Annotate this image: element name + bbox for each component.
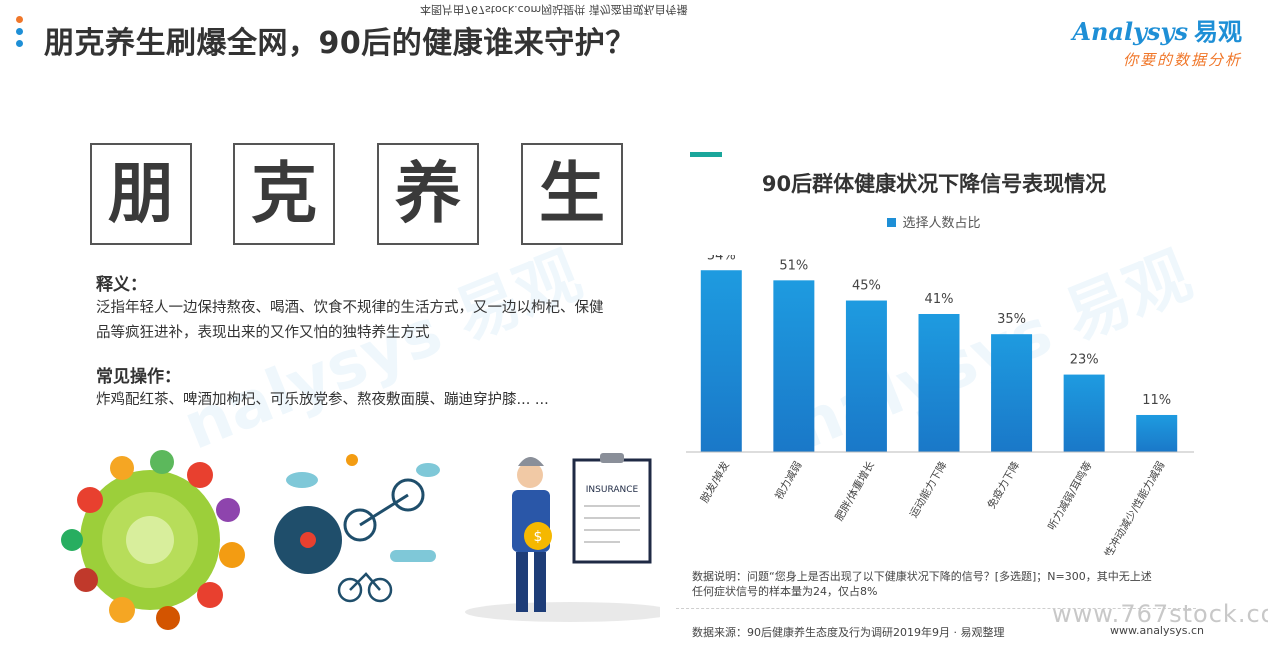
char-box: 朋: [90, 143, 192, 245]
sports-scene-icon: [274, 454, 440, 603]
chart-legend: 选择人数占比: [670, 212, 1198, 231]
chart-bar: [1063, 374, 1105, 452]
definition-text: 泛指年轻人一边保持熬夜、喝酒、饮食不规律的生活方式，又一边以枸杞、保健品等疯狂进…: [96, 300, 604, 341]
data-source: 数据来源：90后健康养生态度及行为调研2019年9月 · 易观整理: [692, 626, 1005, 639]
chart-bar: [845, 300, 887, 452]
char-box: 克: [233, 143, 335, 245]
x-tick-label: 听力减弱/耳鸣等: [1045, 459, 1095, 533]
bar-chart: 54% 脱发/掉发 51% 视力减弱 45% 肥胖/体重增长 41% 运动能力下降 35% 免疫力…: [686, 255, 1194, 555]
x-tick-label: 性冲动减少/性能力减弱: [1102, 459, 1168, 555]
chart-bar: [991, 334, 1033, 452]
x-tick-label: 免疫力下降: [985, 459, 1023, 511]
site-url: www.analysys.cn: [1110, 624, 1204, 637]
definition-title: 释义：: [96, 275, 147, 295]
data-label: 23%: [1070, 353, 1099, 368]
data-label: 41%: [925, 292, 954, 307]
brand-name-cn: 易观: [1194, 18, 1242, 46]
insurance-label: INSURANCE: [586, 485, 639, 495]
x-tick-label: 运动能力下降: [907, 459, 950, 520]
title-dots-icon: [14, 16, 28, 52]
vegetable-wreath-icon: [61, 450, 245, 630]
legend-swatch-icon: [887, 218, 897, 227]
data-note: 数据说明：问题“您身上是否出现了以下健康状况下降的信号？[多选题]；N=300，…: [692, 570, 1152, 598]
top-watermark: 本图片由767stock.com网站提供 请勿盗用或私自传播: [420, 3, 688, 16]
ops-text: 炸鸡配红茶、啤酒加枸杞、可乐放党参、熬夜敷面膜、蹦迪穿护膝... ...: [96, 392, 549, 408]
divider: [676, 608, 1196, 609]
x-tick-label: 脱发/掉发: [698, 459, 732, 505]
data-label: 35%: [997, 312, 1026, 327]
brand-name-en: Analysys: [1072, 17, 1188, 46]
x-tick-label: 肥胖/体重增长: [832, 459, 877, 524]
chart-bar: [1136, 414, 1178, 452]
chart-title: 90后群体健康状况下降信号表现情况: [761, 172, 1107, 196]
illustration-panel: $ INSURANCE: [61, 450, 660, 630]
chart-bar: [918, 313, 960, 452]
legend-entry: 选择人数占比: [902, 216, 981, 231]
brand-slogan: 你要的数据分析: [1122, 51, 1242, 69]
data-label: 11%: [1142, 393, 1171, 408]
svg-text:$: $: [534, 529, 543, 545]
insurance-scene-icon: $ INSURANCE: [465, 453, 660, 622]
background-watermark: nalysys 易观: [173, 238, 592, 465]
chart-accent-bar: [690, 152, 722, 157]
page-title: 朋克养生刷爆全网，90后的健康谁来守护？: [44, 26, 636, 61]
data-label: 45%: [852, 279, 881, 294]
char-box: 生: [521, 143, 623, 245]
data-label: 54%: [707, 255, 736, 263]
chart-bar: [700, 270, 742, 452]
bottom-watermark: www.767stock.com: [1052, 600, 1268, 628]
brand-logo: Analysys 易观 你要的数据分析: [1072, 12, 1242, 70]
char-box: 养: [377, 143, 479, 245]
chart-bar: [773, 280, 815, 452]
data-label: 51%: [779, 258, 808, 273]
ops-title: 常见操作：: [96, 367, 181, 387]
x-tick-label: 视力减弱: [772, 459, 804, 502]
